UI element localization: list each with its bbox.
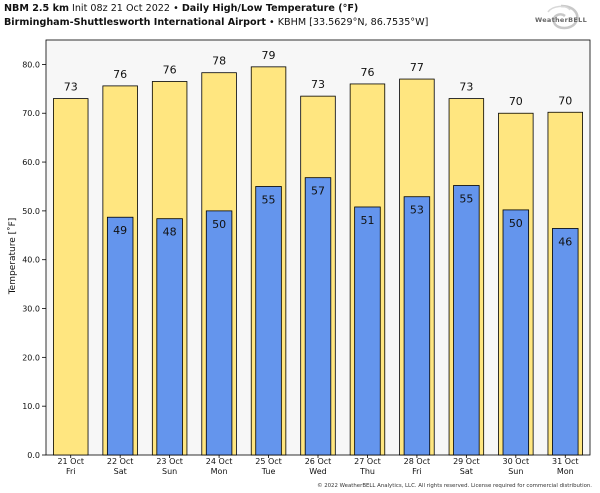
station-name: Birmingham-Shuttlesworth International A… xyxy=(4,17,266,28)
header-bullet: • xyxy=(173,3,179,14)
low-temp-bar xyxy=(205,210,233,456)
low-temp-label: 48 xyxy=(163,226,177,239)
low-temp-bar xyxy=(156,218,183,456)
x-tick-day: Fri xyxy=(66,467,76,476)
y-tick-label: 20.0 xyxy=(22,353,40,362)
low-temp-label: 51 xyxy=(360,214,374,227)
y-tick-label: 40.0 xyxy=(22,256,40,265)
high-temp-label: 76 xyxy=(113,68,127,81)
low-temp-label: 55 xyxy=(459,192,473,205)
x-tick-date: 30 Oct xyxy=(503,457,530,466)
x-tick-day: Sun xyxy=(162,467,177,476)
low-temp-label: 53 xyxy=(410,204,424,217)
x-tick-date: 25 Oct xyxy=(255,457,282,466)
high-temp-label: 78 xyxy=(212,55,226,68)
high-temp-bar xyxy=(53,98,89,456)
x-tick-date: 22 Oct xyxy=(107,457,134,466)
y-tick-label: 60.0 xyxy=(22,158,40,167)
high-temp-label: 76 xyxy=(163,64,177,77)
low-temp-label: 50 xyxy=(212,218,226,231)
low-temp-bar xyxy=(453,185,480,456)
x-tick-date: 24 Oct xyxy=(206,457,233,466)
low-temp-bar xyxy=(502,209,530,456)
x-tick-day: Sat xyxy=(460,467,473,476)
high-temp-label: 70 xyxy=(558,94,572,107)
low-temp-bar xyxy=(354,206,381,456)
x-tick-date: 27 Oct xyxy=(354,457,381,466)
y-tick-label: 50.0 xyxy=(22,207,40,216)
y-tick-label: 30.0 xyxy=(22,305,40,314)
x-tick-date: 29 Oct xyxy=(453,457,480,466)
high-temp-label: 70 xyxy=(509,95,523,108)
x-tick-day: Tue xyxy=(261,467,276,476)
x-tick-day: Mon xyxy=(557,467,574,476)
logo-text: WeatherBELL xyxy=(534,16,588,24)
low-temp-label: 50 xyxy=(509,217,523,230)
low-temp-bar xyxy=(255,186,282,456)
bars-group: 73 76 49 76 48 78 50 79 55 73 57 76 51 77 53 73 55 70 50 70… xyxy=(53,49,583,456)
init-time: Init 08z 21 Oct 2022 xyxy=(72,3,171,14)
x-tick-date: 23 Oct xyxy=(156,457,183,466)
high-temp-label: 73 xyxy=(311,78,325,91)
y-tick-label: 70.0 xyxy=(22,109,40,118)
copyright-notice: © 2022 WeatherBELL Analytics, LLC. All r… xyxy=(317,483,592,489)
x-tick-day: Sun xyxy=(508,467,523,476)
low-temp-label: 57 xyxy=(311,185,325,198)
y-tick-label: 0.0 xyxy=(27,451,40,460)
low-temp-bar xyxy=(106,216,134,456)
station-info: KBHM [33.5629°N, 86.7535°W] xyxy=(277,17,429,28)
x-tick-day: Mon xyxy=(211,467,228,476)
weatherbell-logo: WeatherBELL xyxy=(530,2,592,36)
low-temp-bar xyxy=(304,177,332,456)
high-temp-label: 73 xyxy=(459,81,473,94)
x-tick-date: 26 Oct xyxy=(305,457,332,466)
high-temp-label: 76 xyxy=(360,66,374,79)
x-tick-date: 28 Oct xyxy=(404,457,431,466)
header-bullet-2: • xyxy=(269,17,275,28)
low-temp-label: 46 xyxy=(558,235,572,248)
high-temp-label: 79 xyxy=(262,49,276,62)
low-temp-bar xyxy=(403,196,431,456)
y-axis-label: Temperature [˚F] xyxy=(7,218,18,296)
y-axis: 0.0 10.0 20.0 30.0 40.0 50.0 60.0 70.0 80.0 xyxy=(22,60,46,460)
product-title: Daily High/Low Temperature (°F) xyxy=(181,3,359,14)
y-tick-label: 80.0 xyxy=(22,60,40,69)
chart-header-line-1: NBM 2.5 km Init 08z 21 Oct 2022 • Daily … xyxy=(4,3,358,14)
y-tick-label: 10.0 xyxy=(22,402,40,411)
high-temp-label: 77 xyxy=(410,61,424,74)
x-tick-day: Thu xyxy=(359,467,375,476)
x-tick-day: Sat xyxy=(114,467,127,476)
swirl-icon xyxy=(547,4,579,30)
low-temp-label: 49 xyxy=(113,224,127,237)
x-tick-day: Fri xyxy=(412,467,422,476)
x-tick-day: Wed xyxy=(309,467,326,476)
chart-header-line-2: Birmingham-Shuttlesworth International A… xyxy=(4,17,428,28)
model-name: NBM 2.5 km xyxy=(4,3,69,14)
high-temp-label: 73 xyxy=(64,81,78,94)
low-temp-label: 55 xyxy=(262,193,276,206)
low-temp-bar xyxy=(552,228,579,456)
x-tick-date: 31 Oct xyxy=(552,457,579,466)
x-tick-date: 21 Oct xyxy=(57,457,84,466)
